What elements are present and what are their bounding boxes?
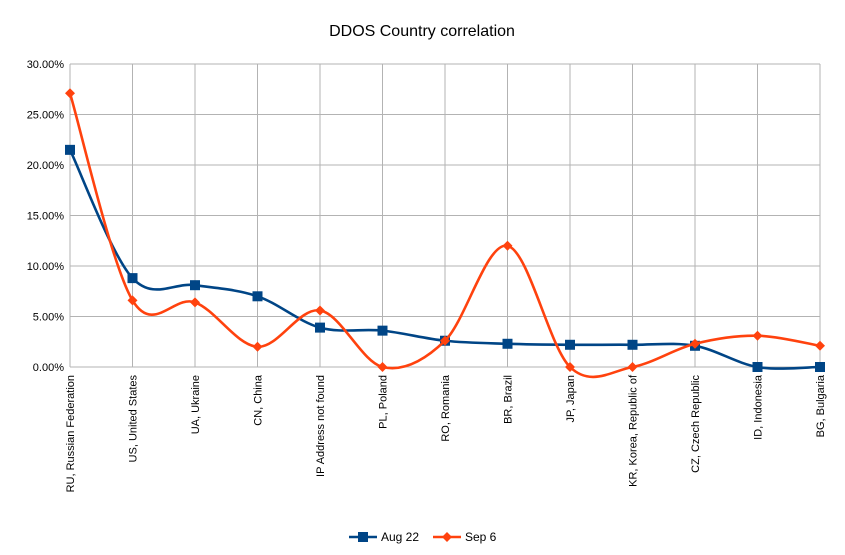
x-axis-ticks: RU, Russian Federation US, United States U… (65, 374, 827, 492)
data-point (440, 335, 450, 346)
x-tick-label: IP Address not found (315, 375, 327, 477)
data-point (252, 291, 263, 302)
data-point (815, 362, 825, 372)
x-tick-label: ID, Indonesia (753, 374, 765, 440)
x-tick-label: PL, Poland (378, 375, 390, 429)
legend-label: Sep 6 (465, 530, 497, 544)
series-2 (65, 88, 825, 379)
data-point (65, 144, 75, 155)
y-tick-label: 20.00% (27, 160, 65, 172)
data-point (627, 362, 638, 372)
data-point (190, 280, 200, 291)
y-tick-label: 0.00% (33, 362, 64, 374)
data-point (502, 338, 513, 349)
legend-marker (442, 532, 452, 542)
chart-title: DDOS Country correlation (329, 23, 515, 40)
data-point (377, 325, 388, 336)
x-tick-label: RU, Russian Federation (65, 375, 77, 492)
legend: Aug 22 Sep 6 (349, 530, 497, 544)
data-point (252, 341, 263, 352)
y-axis-ticks: 0.00% 5.00% 10.00% 15.00% 20.00% 25.00% 30.00% (27, 59, 65, 374)
data-point (752, 330, 763, 341)
x-tick-label: BG, Bulgaria (815, 374, 827, 437)
data-point (752, 362, 763, 372)
x-tick-label: KR, Korea, Republic of (628, 374, 640, 487)
data-point (627, 339, 638, 350)
x-tick-label: CN, China (253, 374, 265, 426)
x-tick-label: RO, Romania (440, 374, 452, 442)
data-point (815, 340, 825, 351)
y-tick-label: 10.00% (27, 261, 65, 273)
y-tick-label: 30.00% (27, 59, 65, 71)
legend-label: Aug 22 (381, 530, 419, 544)
data-point (565, 339, 575, 350)
x-tick-label: JP, Japan (565, 375, 577, 423)
y-tick-label: 5.00% (33, 312, 64, 324)
x-tick-label: CZ, Czech Republic (690, 375, 702, 473)
data-point (65, 88, 75, 99)
y-tick-label: 25.00% (27, 110, 65, 122)
data-point (315, 322, 325, 333)
data-point (377, 362, 388, 372)
data-point (127, 273, 138, 284)
x-tick-label: UA, Ukraine (190, 375, 202, 434)
data-point (127, 295, 138, 306)
data-point (502, 240, 513, 251)
series-line (68, 91, 822, 379)
data-point (190, 297, 200, 308)
data-point (565, 362, 575, 372)
grid (69, 63, 821, 368)
y-tick-label: 15.00% (27, 211, 65, 223)
data-point (690, 338, 700, 349)
series-group (65, 88, 825, 379)
legend-marker (358, 532, 368, 542)
x-tick-label: US, United States (128, 375, 140, 463)
data-point (315, 305, 325, 316)
x-tick-label: BR, Brazil (503, 375, 515, 424)
